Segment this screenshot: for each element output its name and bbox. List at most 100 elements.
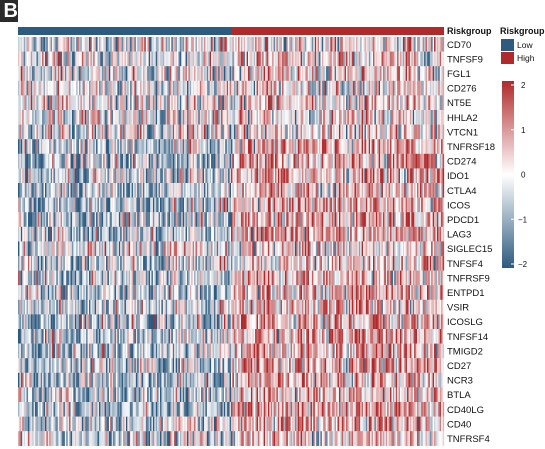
heatmap-cell [259,51,261,67]
heatmap-cell [23,139,26,154]
heatmap-cell [128,241,131,257]
heatmap-cell [47,270,50,286]
heatmap-cell [275,256,277,271]
heatmap-cell [158,241,161,257]
heatmap-cell [97,226,100,242]
heatmap-cell [245,270,247,286]
heatmap-cell [411,51,413,67]
heatmap-cell [314,51,317,67]
heatmap-cell [388,256,391,271]
heatmap-cell [257,153,260,169]
heatmap-cell [69,80,71,96]
heatmap-cell [19,270,21,286]
heatmap-cell [172,95,175,111]
heatmap-cell [219,256,222,271]
heatmap-cell [52,226,54,242]
heatmap-cell [415,95,418,111]
heatmap-cell [125,95,128,111]
heatmap-cell [435,183,438,198]
heatmap-cell [311,212,314,227]
heatmap-cell [134,139,137,154]
heatmap-cell [25,95,27,111]
heatmap-cell [33,153,36,169]
heatmap-cell [206,139,209,154]
heatmap-cell [36,183,39,198]
heatmap-cell [401,241,403,257]
heatmap-cell [150,139,152,154]
heatmap-cell [209,37,212,52]
heatmap-cell [324,95,327,111]
heatmap-cell [154,197,156,213]
heatmap-cell [148,168,151,184]
heatmap-cell [249,153,252,169]
heatmap-cell [62,183,64,198]
heatmap-cell [91,183,94,198]
heatmap-cell [344,197,347,213]
heatmap-cell [232,168,234,184]
heatmap-cell [201,168,203,184]
heatmap-cell [60,212,63,227]
heatmap-cell [276,153,279,169]
heatmap-cell [286,66,288,81]
heatmap-cell [23,37,26,52]
heatmap-cell [108,66,111,81]
heatmap-cell [282,153,284,169]
heatmap-cell [239,153,242,169]
heatmap-cell [357,51,359,67]
heatmap-cell [368,168,371,184]
heatmap-cell [320,183,323,198]
heatmap-cell [138,51,141,67]
heatmap-cell [357,197,359,213]
heatmap-cell [233,80,236,96]
heatmap-cell [434,153,436,169]
heatmap-cell [265,256,267,271]
heatmap-cell [69,124,71,140]
heatmap-cell [158,51,161,67]
heatmap-cell [114,110,117,125]
heatmap-cell [118,95,121,111]
heatmap-cell [141,241,144,257]
heatmap-cell [158,168,161,184]
heatmap-cell [306,124,308,140]
heatmap-cell [27,270,30,286]
heatmap-cell [107,37,110,52]
heatmap-cell [120,95,122,111]
heatmap-cell [228,139,230,154]
heatmap-cell [86,51,88,67]
heatmap-cell [158,153,161,169]
heatmap-cell [186,139,189,154]
heatmap-cell [270,212,273,227]
heatmap-cell [106,51,108,67]
heatmap-cell [161,197,163,213]
heatmap-cell [127,270,129,286]
heatmap-cell [259,80,261,96]
heatmap-cell [57,183,60,198]
heatmap-cell [248,153,250,169]
heatmap-cell [233,226,236,242]
heatmap-cell [194,256,196,271]
heatmap-cell [309,51,311,67]
heatmap-cell [294,124,297,140]
heatmap-cell [226,139,229,154]
heatmap-cell [414,80,416,96]
heatmap-cell [96,37,98,52]
heatmap-cell [387,256,389,271]
heatmap-cell [26,256,29,271]
heatmap-cell [213,197,216,213]
heatmap-cell [60,153,63,169]
heatmap-cell [87,95,90,111]
heatmap-cell [84,37,87,52]
heatmap-cell [300,66,303,81]
heatmap-cell [158,66,161,81]
heatmap-cell [209,124,212,140]
heatmap-cell [175,51,178,67]
heatmap-cell [182,37,185,52]
heatmap-cell [374,256,376,271]
heatmap-cell [42,139,44,154]
heatmap-cell [321,95,324,111]
heatmap-cell [93,197,95,213]
heatmap-cell [289,139,291,154]
heatmap-cell [240,110,243,125]
heatmap-cell [189,124,192,140]
heatmap-cell [435,110,438,125]
